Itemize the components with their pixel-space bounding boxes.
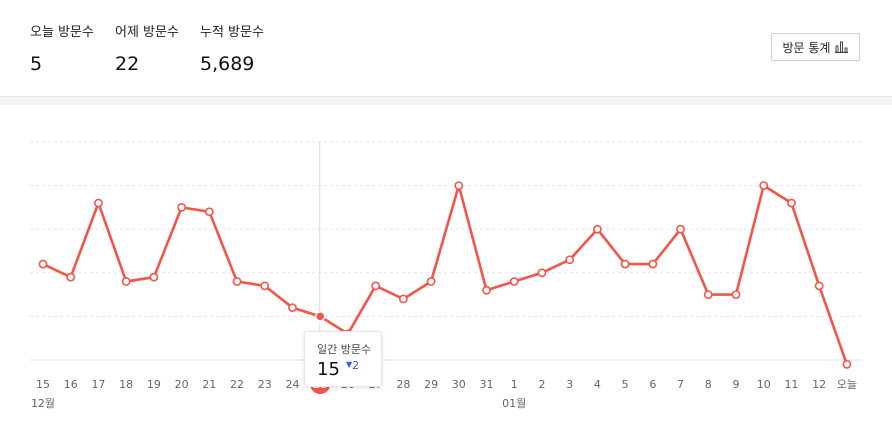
data-point (38, 259, 48, 269)
data-point (565, 255, 575, 265)
stat-yesterday-value: 22 (115, 53, 140, 75)
data-point (398, 294, 408, 304)
x-tick-label: 19 (147, 378, 161, 391)
x-tick-label: 10 (757, 378, 771, 391)
data-point (204, 207, 214, 217)
data-point (676, 224, 685, 234)
stats-header: 오늘 방문수 5 어제 방문수 22 누적 방문수 5,689 방문 통계 (0, 0, 892, 96)
daily-visits-chart: 1516171819202122232425262728293031123456… (0, 104, 892, 430)
stat-today-label: 오늘 방문수 (30, 25, 94, 40)
bar-chart-icon (835, 41, 849, 53)
data-point (620, 259, 630, 269)
data-point (759, 181, 769, 190)
stat-yesterday: 어제 방문수 22 (115, 24, 179, 76)
data-point (454, 181, 464, 190)
x-tick-label: 16 (64, 378, 78, 391)
data-point (648, 259, 658, 269)
stat-total: 누적 방문수 5,689 (200, 24, 264, 76)
tooltip-change-value: 2 (352, 359, 360, 372)
x-tick-label: 20 (175, 378, 189, 391)
data-point (787, 198, 796, 208)
data-point (731, 290, 741, 299)
x-tick-label: 4 (594, 378, 601, 391)
stat-today: 오늘 방문수 5 (30, 24, 94, 76)
data-point (121, 277, 131, 286)
month-label: 01월 (502, 397, 526, 410)
x-tick-label: 오늘 (837, 378, 857, 391)
data-point (842, 359, 852, 369)
x-tick-label: 21 (202, 378, 216, 391)
tooltip-change: ▼2 (346, 359, 359, 372)
tooltip-title: 일간 방문수 (317, 343, 372, 356)
data-point (66, 272, 76, 282)
x-tick-label: 18 (119, 378, 133, 391)
data-point (371, 281, 381, 291)
data-point (482, 285, 491, 295)
data-point (288, 303, 297, 313)
data-point-highlighted (314, 311, 326, 322)
x-tick-label: 11 (784, 378, 798, 391)
data-point (426, 277, 436, 286)
data-point (149, 272, 159, 282)
x-tick-label: 31 (480, 378, 494, 391)
tooltip: 일간 방문수 15 ▼2 (304, 331, 382, 387)
stat-yesterday-label: 어제 방문수 (115, 25, 179, 40)
x-tick-label: 28 (396, 378, 410, 391)
data-point (509, 277, 519, 286)
x-tick-label: 1 (511, 378, 518, 391)
x-tick-label: 12 (812, 378, 826, 391)
x-tick-label: 7 (677, 378, 684, 391)
x-tick-label: 23 (258, 378, 272, 391)
x-tick-label: 6 (649, 378, 656, 391)
section-divider (0, 96, 892, 105)
x-tick-label: 24 (285, 378, 299, 391)
visit-stats-button-label: 방문 통계 (782, 40, 831, 55)
x-tick-label: 5 (622, 378, 629, 391)
stat-total-label: 누적 방문수 (200, 25, 264, 40)
data-point (537, 268, 547, 278)
tooltip-value: 15 (317, 359, 340, 380)
data-point (814, 281, 824, 291)
x-tick-label: 2 (538, 378, 545, 391)
x-tick-label: 9 (733, 378, 740, 391)
x-tick-label: 3 (566, 378, 573, 391)
series-line-daily-visits (41, 184, 849, 366)
x-tick-label: 17 (91, 378, 105, 391)
x-tick-label: 22 (230, 378, 244, 391)
x-tick-label: 29 (424, 378, 438, 391)
line-chart-svg: 1516171819202122232425262728293031123456… (30, 141, 862, 410)
x-tick-label: 8 (705, 378, 712, 391)
data-point (232, 277, 242, 286)
x-tick-label: 30 (452, 378, 466, 391)
stat-today-value: 5 (30, 53, 43, 75)
stat-total-value: 5,689 (200, 53, 255, 75)
data-point (703, 290, 713, 299)
down-triangle-icon: ▼ (346, 360, 353, 369)
x-tick-label: 15 (36, 378, 50, 391)
data-point (593, 224, 602, 234)
data-point (260, 281, 270, 291)
month-label: 12월 (31, 397, 55, 410)
visit-stats-button[interactable]: 방문 통계 (771, 33, 860, 61)
data-point (177, 203, 186, 212)
data-point (94, 198, 103, 208)
